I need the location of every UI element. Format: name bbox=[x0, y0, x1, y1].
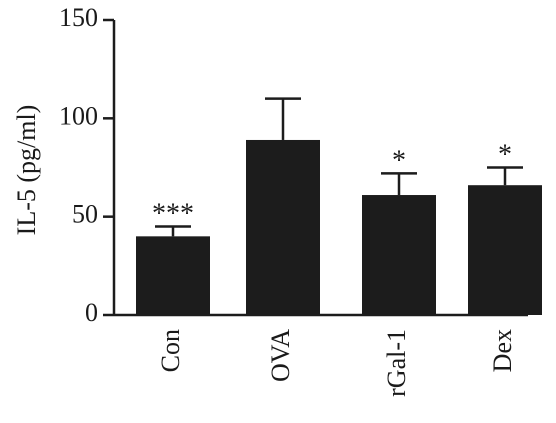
y-tick-label: 0 bbox=[85, 298, 98, 327]
y-tick-label: 100 bbox=[59, 101, 98, 130]
bars bbox=[136, 139, 542, 315]
bar-con bbox=[136, 236, 210, 315]
y-tick-label: 50 bbox=[72, 200, 98, 229]
category-label: Con bbox=[156, 329, 185, 372]
y-tick-label: 150 bbox=[59, 3, 98, 32]
category-label: Dex bbox=[488, 329, 517, 372]
bar-rgal-1 bbox=[362, 195, 436, 315]
significance-marker: * bbox=[392, 145, 406, 176]
bar-dex bbox=[468, 185, 542, 315]
significance-marker: *** bbox=[152, 199, 194, 230]
significance-marker: * bbox=[498, 140, 512, 171]
bar-ova bbox=[246, 139, 320, 315]
y-ticks: 0 50 100 150 bbox=[59, 3, 114, 327]
category-labels: Con OVA rGal-1 Dex bbox=[156, 329, 517, 397]
y-axis-label: IL-5 (pg/ml) bbox=[12, 105, 41, 236]
category-label: rGal-1 bbox=[382, 329, 411, 397]
category-label: OVA bbox=[266, 329, 295, 382]
error-bars bbox=[155, 97, 523, 237]
significance-markers: **** * bbox=[152, 140, 512, 230]
